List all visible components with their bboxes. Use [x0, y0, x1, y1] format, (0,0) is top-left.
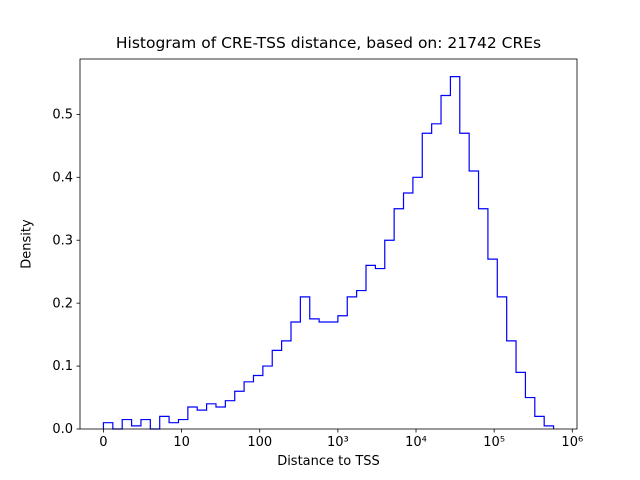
x-tick-label: 0 [99, 435, 107, 450]
histogram-step-line [102, 76, 555, 430]
x-axis-label: Distance to TSS [277, 454, 380, 469]
x-tick-label: 10⁴ [405, 435, 427, 450]
y-tick-label: 0.4 [52, 170, 73, 185]
y-tick-label: 0.2 [52, 296, 73, 311]
y-tick-label: 0.3 [52, 233, 73, 248]
y-tick-label: 0.5 [52, 108, 73, 123]
x-tick-label: 100 [247, 435, 272, 450]
chart-title: Histogram of CRE-TSS distance, based on:… [115, 34, 542, 52]
y-tick-label: 0.0 [52, 422, 73, 437]
x-tick-label: 10⁶ [561, 435, 583, 450]
y-tick-label: 0.1 [52, 359, 73, 374]
plot-frame [79, 58, 578, 430]
x-tick-label: 10⁵ [483, 435, 505, 450]
x-tick-label: 10 [173, 435, 190, 450]
y-axis-label: Density [19, 219, 35, 269]
x-tick-label: 10³ [327, 435, 349, 450]
